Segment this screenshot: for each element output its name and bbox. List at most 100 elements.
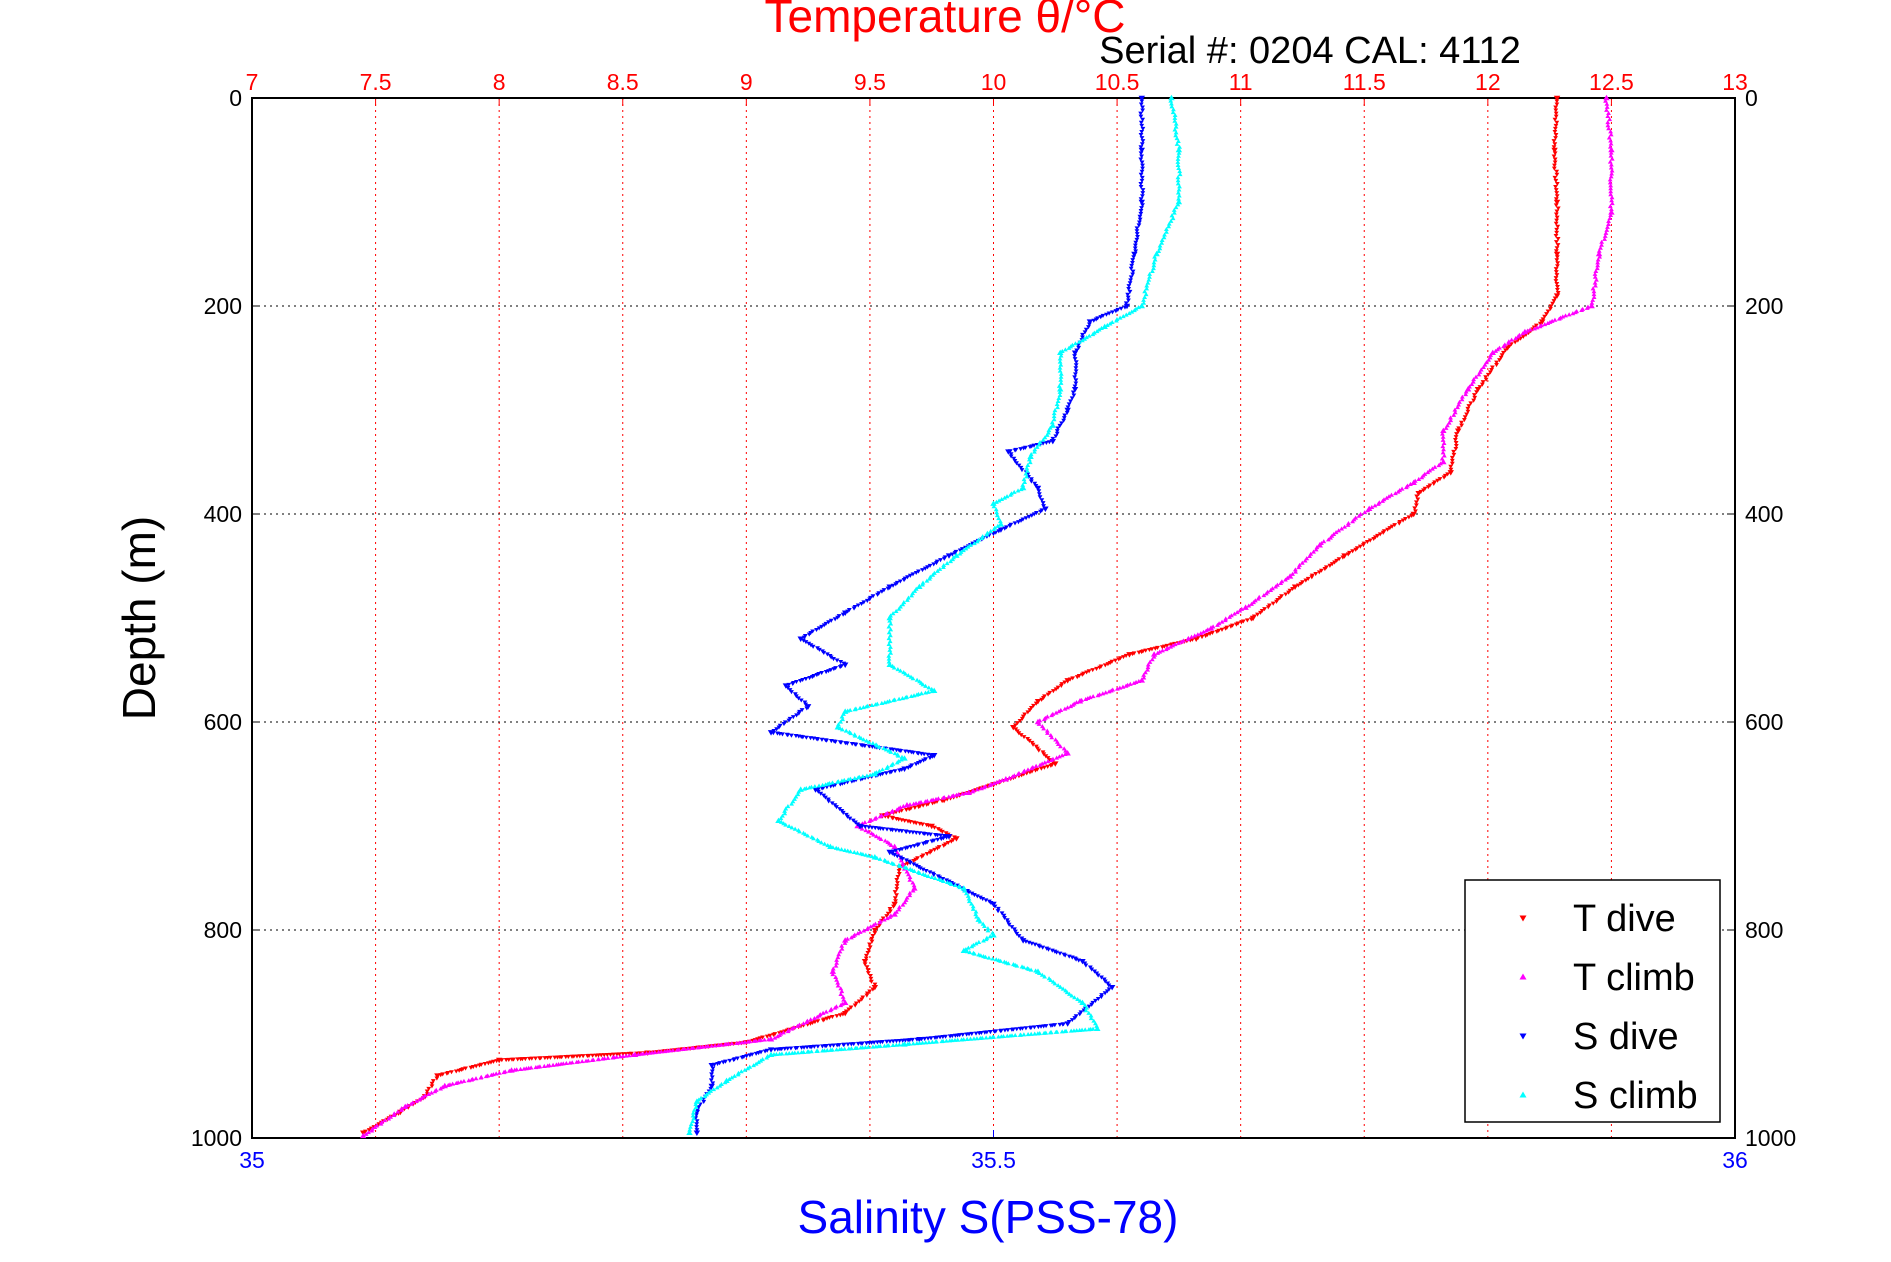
trace-marker <box>785 804 791 809</box>
trace-marker <box>974 914 979 919</box>
trace-marker <box>816 647 822 652</box>
trace-marker <box>790 681 796 687</box>
trace-marker <box>840 994 846 999</box>
data-point <box>1094 1025 1101 1032</box>
trace-marker <box>1024 474 1030 479</box>
bottom-axis-tick-label: 35.5 <box>971 1147 1016 1173</box>
trace-marker <box>1130 258 1136 263</box>
trace-marker <box>1356 513 1362 518</box>
data-point <box>891 911 898 917</box>
trace-marker <box>1203 634 1209 639</box>
trace-marker <box>970 906 976 911</box>
trace-marker <box>1049 713 1054 718</box>
trace-marker <box>912 805 918 810</box>
trace-marker <box>1127 681 1133 686</box>
trace-marker <box>1553 108 1559 113</box>
grid-lines <box>252 98 1735 1138</box>
trace-marker <box>892 751 898 756</box>
trace-marker <box>1375 501 1381 506</box>
trace-marker <box>858 1045 864 1050</box>
trace-marker <box>1099 975 1104 980</box>
trace-marker <box>1042 760 1048 765</box>
trace-marker <box>994 779 1000 784</box>
trace-marker <box>863 704 869 709</box>
data-point <box>1150 651 1158 657</box>
trace-marker <box>1255 596 1261 601</box>
trace-marker <box>874 855 880 860</box>
trace-marker <box>1371 536 1377 542</box>
trace-marker <box>583 1058 589 1063</box>
trace-marker <box>795 1050 801 1055</box>
trace-marker <box>1319 540 1324 546</box>
trace-marker <box>1086 325 1091 330</box>
trace-marker <box>1128 278 1134 283</box>
trace-marker <box>1098 995 1104 1000</box>
trace-marker <box>799 708 805 713</box>
trace-marker <box>1072 1016 1078 1021</box>
trace-marker <box>1140 108 1146 113</box>
trace-marker <box>1609 168 1615 173</box>
trace-marker <box>808 1017 814 1022</box>
trace-marker <box>848 731 854 736</box>
trace-marker <box>391 1111 397 1116</box>
trace-marker <box>963 546 969 551</box>
top-axis-tick-label: 12 <box>1475 69 1501 95</box>
trace-marker <box>1608 183 1614 188</box>
trace-marker <box>1120 684 1126 689</box>
trace-marker <box>644 1051 649 1056</box>
trace-marker <box>1607 159 1613 164</box>
trace-marker <box>987 1035 993 1040</box>
trace-marker <box>906 872 911 877</box>
trace-marker <box>563 1060 569 1066</box>
trace-marker <box>1403 484 1409 490</box>
trace-marker <box>877 814 883 819</box>
trace-marker <box>1050 689 1056 694</box>
trace-marker <box>894 893 899 898</box>
trace-marker <box>1164 229 1169 234</box>
trace-marker <box>889 763 894 768</box>
trace-marker <box>837 665 843 670</box>
trace-marker <box>1159 645 1165 650</box>
trace-marker <box>932 825 937 830</box>
trace-marker <box>1489 367 1494 373</box>
trace-marker <box>1042 435 1048 440</box>
trace-marker <box>1605 224 1610 229</box>
trace-marker <box>688 1124 693 1129</box>
trace-marker <box>789 825 795 830</box>
trace-marker <box>1499 353 1505 358</box>
trace-marker <box>1161 235 1167 240</box>
trace-marker <box>1527 327 1533 332</box>
trace-marker <box>947 1034 953 1039</box>
trace-marker <box>770 731 776 736</box>
trace-marker <box>1032 449 1037 454</box>
trace-marker <box>1296 565 1302 570</box>
trace-marker <box>1127 281 1133 286</box>
data-point <box>1049 422 1057 428</box>
trace-marker <box>1056 383 1062 388</box>
trace-marker <box>1286 590 1291 595</box>
trace-marker <box>897 579 903 584</box>
trace-marker <box>1019 468 1025 473</box>
trace-marker <box>1234 610 1240 615</box>
trace-marker <box>830 780 835 785</box>
trace-marker <box>1604 107 1609 112</box>
trace-marker <box>845 814 850 819</box>
trace-marker <box>870 594 876 599</box>
trace-marker <box>941 564 946 569</box>
data-point <box>1551 147 1558 154</box>
trace-marker <box>792 692 798 697</box>
trace-marker <box>909 593 915 598</box>
trace-marker <box>799 1045 804 1050</box>
trace-marker <box>851 849 857 855</box>
trace-marker <box>972 541 977 546</box>
trace-marker <box>971 1036 977 1041</box>
trace-marker <box>884 916 890 921</box>
trace-marker <box>995 523 1001 528</box>
trace-marker <box>900 696 905 701</box>
trace-marker <box>869 825 875 830</box>
data-point <box>871 927 879 934</box>
trace-marker <box>600 1056 606 1061</box>
trace-marker <box>857 929 863 934</box>
trace-marker <box>554 1062 559 1067</box>
